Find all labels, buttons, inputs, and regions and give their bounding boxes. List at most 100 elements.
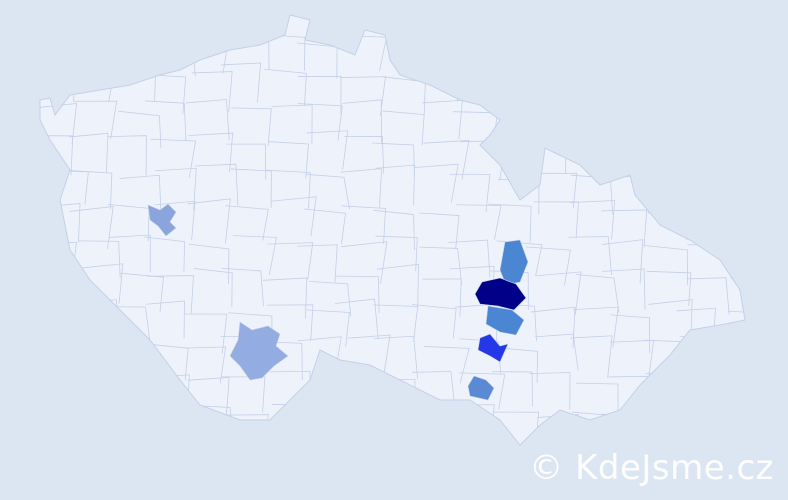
district-border bbox=[297, 103, 343, 141]
district-border bbox=[304, 208, 346, 245]
district-border bbox=[106, 306, 151, 343]
district-border bbox=[525, 246, 571, 286]
district-border bbox=[754, 337, 788, 380]
district-border bbox=[341, 205, 386, 244]
district-border bbox=[118, 110, 162, 148]
district-border bbox=[69, 41, 113, 82]
district-border bbox=[40, 340, 75, 384]
district-border bbox=[570, 335, 613, 378]
district-border bbox=[77, 412, 121, 445]
district-border bbox=[686, 277, 730, 315]
district-border bbox=[603, 73, 645, 111]
district-border bbox=[564, 35, 609, 76]
district-border bbox=[342, 99, 382, 143]
district-border bbox=[491, 371, 533, 407]
district-border bbox=[193, 268, 233, 307]
district-border bbox=[753, 139, 788, 177]
district-border bbox=[723, 378, 745, 419]
district-border bbox=[533, 65, 574, 101]
district-border bbox=[41, 376, 87, 418]
district-border bbox=[271, 196, 317, 236]
district-border bbox=[69, 206, 114, 250]
district-border bbox=[677, 174, 724, 210]
district-border bbox=[423, 439, 468, 445]
district-border bbox=[264, 68, 307, 106]
region-west-small[interactable] bbox=[147, 203, 177, 237]
district-border bbox=[423, 346, 470, 384]
district-border bbox=[724, 169, 745, 206]
district-border bbox=[529, 372, 571, 410]
district-border bbox=[422, 278, 462, 317]
district-border bbox=[40, 402, 74, 445]
district-border bbox=[648, 299, 693, 343]
district-border bbox=[336, 275, 380, 313]
district-border bbox=[221, 267, 264, 307]
district-border bbox=[306, 130, 349, 170]
district-border bbox=[487, 203, 532, 243]
district-border bbox=[221, 376, 266, 413]
district-border bbox=[40, 103, 78, 144]
district-border bbox=[77, 263, 124, 304]
district-border bbox=[718, 63, 745, 102]
region-east-north[interactable] bbox=[499, 239, 529, 286]
district-border bbox=[753, 30, 788, 65]
district-border bbox=[639, 131, 685, 167]
district-border bbox=[535, 271, 582, 316]
watermark: © KdeJsme.cz bbox=[529, 448, 774, 488]
district-border bbox=[573, 306, 619, 348]
district-border bbox=[146, 446, 187, 480]
district-border bbox=[265, 169, 311, 209]
district-border bbox=[374, 378, 416, 419]
district-border bbox=[719, 349, 745, 386]
district-border bbox=[411, 304, 457, 339]
district-border bbox=[534, 333, 579, 371]
district-border bbox=[78, 240, 121, 279]
district-border bbox=[377, 263, 419, 309]
district-border bbox=[307, 382, 353, 424]
district-border bbox=[340, 168, 383, 208]
district-border bbox=[155, 167, 197, 211]
region-east-bottom[interactable] bbox=[467, 375, 495, 401]
district-border bbox=[150, 138, 197, 178]
district-border bbox=[679, 335, 725, 375]
district-border bbox=[268, 141, 309, 179]
district-border bbox=[423, 140, 470, 180]
district-border bbox=[338, 405, 380, 445]
district-border bbox=[419, 212, 460, 250]
region-east-lower[interactable] bbox=[477, 333, 509, 363]
district-border bbox=[601, 413, 648, 445]
district-border bbox=[753, 410, 788, 446]
district-border bbox=[154, 200, 196, 241]
district-border bbox=[762, 105, 788, 144]
district-border bbox=[305, 173, 350, 210]
district-border bbox=[40, 301, 78, 341]
district-border bbox=[115, 27, 158, 67]
district-border bbox=[70, 447, 112, 488]
district-border bbox=[231, 107, 272, 147]
district-border bbox=[308, 281, 352, 317]
district-border bbox=[568, 236, 612, 275]
district-border bbox=[486, 68, 529, 105]
district-border bbox=[610, 314, 651, 353]
district-border bbox=[221, 62, 262, 103]
district-border bbox=[649, 65, 694, 104]
district-border bbox=[72, 100, 118, 140]
district-border bbox=[188, 132, 234, 173]
region-east-south[interactable] bbox=[485, 305, 525, 336]
district-border bbox=[643, 177, 688, 213]
district-border bbox=[267, 242, 314, 280]
district-border bbox=[297, 76, 342, 115]
district-border bbox=[224, 205, 269, 241]
district-border bbox=[265, 449, 306, 488]
district-border bbox=[645, 371, 688, 414]
district-border bbox=[679, 400, 724, 441]
district-border bbox=[375, 235, 418, 272]
district-border bbox=[492, 97, 535, 138]
district-border bbox=[603, 140, 647, 177]
district-border bbox=[115, 374, 161, 412]
district-border bbox=[727, 197, 745, 237]
region-east-center[interactable] bbox=[474, 277, 527, 311]
region-south-large[interactable] bbox=[229, 321, 289, 381]
district-border bbox=[411, 371, 456, 411]
